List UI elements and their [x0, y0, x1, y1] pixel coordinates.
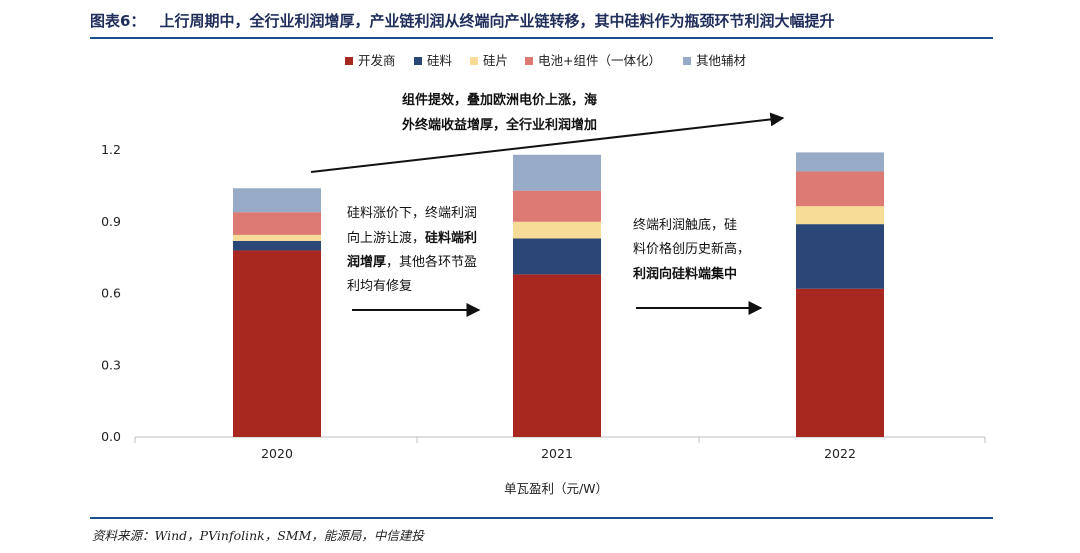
annotation-left-line2b: 硅料端利 — [425, 230, 477, 246]
bar-segment — [513, 154, 601, 191]
bar-segment — [513, 238, 601, 275]
annotation-left-line4: 利均有修复 — [347, 279, 412, 294]
annotation-left-line3: 润增厚，其他各环节盈 — [347, 254, 477, 270]
y-axis: 0.0 0.3 0.6 0.9 1.2 — [101, 142, 121, 444]
legend-label: 其他辅材 — [696, 53, 746, 68]
annotation-right-line1: 终端利润触底，硅 — [633, 217, 737, 233]
bar-segment — [233, 234, 321, 241]
y-tick-label: 0.9 — [101, 214, 121, 229]
annotation-right-line3: 利润向硅料端集中 — [633, 266, 737, 282]
x-tick-label: 2020 — [261, 446, 293, 461]
annotation-left-line3b: ，其他各环节盈 — [386, 254, 477, 270]
y-tick-label: 0.0 — [101, 429, 121, 444]
bar-segment — [513, 274, 601, 437]
bar-segment — [796, 288, 884, 437]
x-axis-title: 单瓦盈利（元/W） — [504, 481, 608, 496]
legend-label: 硅片 — [483, 53, 508, 68]
bar-segment — [513, 221, 601, 239]
y-tick-label: 0.6 — [101, 286, 121, 301]
y-tick-label: 0.3 — [101, 357, 121, 372]
legend-label: 开发商 — [358, 53, 396, 68]
bar-segment — [796, 152, 884, 172]
figure-title: 图表6： 上行周期中，全行业利润增厚，产业链利润从终端向产业链转移，其中硅料作为瓶… — [90, 10, 834, 31]
bar-segment — [233, 240, 321, 251]
legend-swatch — [470, 57, 478, 65]
y-tick-label: 1.2 — [101, 142, 121, 157]
legend-swatch — [345, 57, 353, 65]
bar-segment — [796, 224, 884, 289]
annotation-top-line1: 组件提效，叠加欧洲电价上涨，海 — [402, 92, 597, 108]
bar-segment — [233, 212, 321, 235]
bar-segment — [233, 250, 321, 437]
footer-rule — [90, 517, 993, 519]
bars — [233, 152, 884, 437]
x-tick-label: 2021 — [541, 446, 573, 461]
annotation-left-line1: 硅料涨价下，终端利润 — [347, 205, 477, 221]
bar-segment — [233, 188, 321, 213]
trend-arrow — [310, 112, 785, 173]
figure-label: 图表6： — [90, 12, 146, 30]
legend-swatch — [414, 57, 422, 65]
bar-segment — [796, 206, 884, 225]
legend-swatch — [525, 57, 533, 65]
annotation-left-line2a: 向上游让渡， — [347, 230, 425, 246]
annotation-left-line2: 向上游让渡，硅料端利 — [347, 230, 477, 246]
figure-title-text: 上行周期中，全行业利润增厚，产业链利润从终端向产业链转移，其中硅料作为瓶颈环节利… — [159, 12, 835, 30]
annotation-right-line2: 料价格创历史新高， — [633, 241, 750, 257]
x-tick-label: 2022 — [824, 446, 856, 461]
legend-label: 电池+组件（一体化） — [538, 53, 661, 68]
source-note: 资料来源：Wind，PVinfolink，SMM，能源局，中信建投 — [92, 528, 424, 543]
legend-swatch — [683, 57, 691, 65]
x-axis: 2020 2021 2022 — [134, 437, 986, 461]
legend-label: 硅料 — [427, 53, 453, 68]
legend: 开发商 硅料 硅片 电池+组件（一体化） 其他辅材 — [345, 53, 746, 68]
bar-segment — [796, 171, 884, 207]
title-underline — [90, 37, 993, 39]
annotation-left-line3a: 润增厚 — [347, 254, 386, 270]
bar-segment — [513, 190, 601, 222]
annotation-top-line2: 外终端收益增厚，全行业利润增加 — [401, 117, 597, 133]
